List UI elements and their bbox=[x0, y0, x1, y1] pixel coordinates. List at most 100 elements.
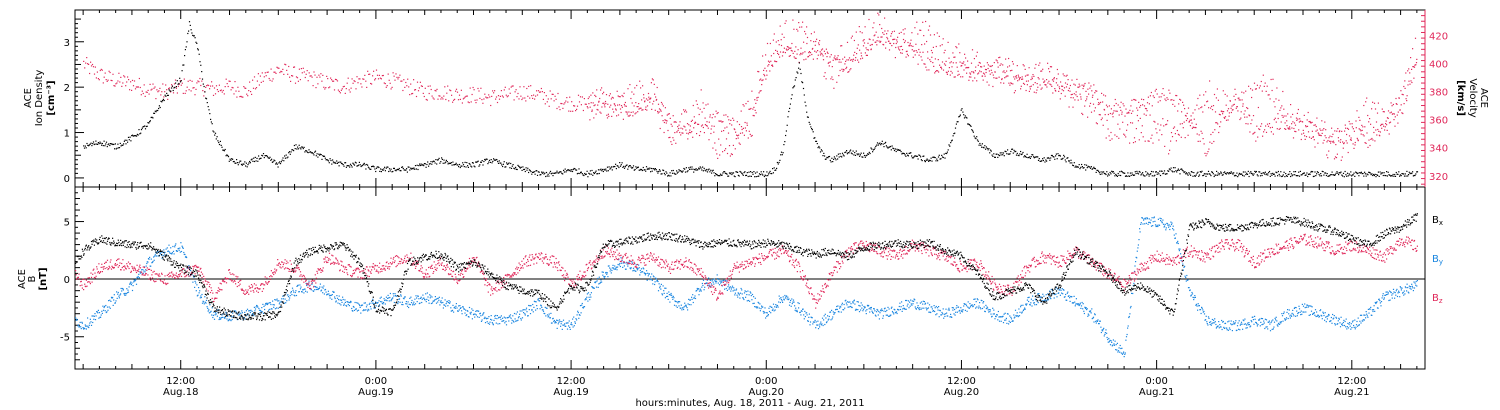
density-point bbox=[371, 165, 373, 167]
velocity-point bbox=[834, 55, 836, 57]
velocity-point bbox=[1275, 98, 1277, 100]
density-point bbox=[287, 156, 289, 158]
density-point bbox=[1103, 172, 1105, 175]
density-point bbox=[1090, 166, 1092, 168]
velocity-point bbox=[201, 80, 203, 82]
velocity-point bbox=[809, 54, 811, 56]
velocity-point bbox=[932, 62, 934, 64]
velocity-point bbox=[884, 17, 886, 19]
density-point bbox=[1142, 174, 1144, 176]
density-point bbox=[885, 145, 887, 147]
density-point bbox=[195, 41, 197, 43]
density-point bbox=[901, 153, 903, 155]
velocity-point bbox=[1216, 88, 1218, 90]
by-point bbox=[228, 318, 230, 320]
density-point bbox=[525, 167, 527, 169]
by-point bbox=[438, 296, 440, 298]
density-point bbox=[684, 171, 687, 173]
density-point bbox=[300, 148, 302, 150]
density-point bbox=[116, 147, 118, 149]
velocity-point bbox=[1268, 123, 1271, 125]
velocity-point bbox=[872, 27, 874, 29]
velocity-point bbox=[1306, 125, 1309, 127]
density-point bbox=[1386, 175, 1388, 177]
velocity-point bbox=[917, 63, 919, 65]
velocity-point bbox=[325, 87, 327, 89]
density-point bbox=[123, 140, 125, 142]
by-point bbox=[398, 298, 401, 300]
by-point bbox=[439, 301, 442, 303]
velocity-point bbox=[1062, 73, 1064, 75]
density-point bbox=[1383, 172, 1385, 174]
velocity-point bbox=[120, 76, 122, 78]
by-point bbox=[340, 299, 343, 301]
velocity-point bbox=[1308, 121, 1310, 123]
density-point bbox=[968, 124, 970, 126]
density-point bbox=[1134, 171, 1136, 173]
velocity-point bbox=[522, 97, 524, 99]
density-point bbox=[317, 156, 319, 158]
density-point bbox=[571, 169, 573, 171]
density-point bbox=[1415, 173, 1417, 175]
density-point bbox=[432, 161, 434, 163]
by-point bbox=[84, 324, 86, 326]
density-point bbox=[584, 173, 587, 176]
by-point bbox=[391, 298, 393, 300]
density-point bbox=[758, 173, 761, 175]
velocity-point bbox=[1334, 156, 1337, 158]
velocity-point bbox=[1068, 87, 1070, 89]
by-point bbox=[200, 296, 202, 299]
velocity-point bbox=[791, 42, 793, 45]
density-point bbox=[192, 35, 195, 37]
density-point bbox=[1243, 175, 1245, 177]
velocity-point bbox=[390, 88, 392, 90]
velocity-point bbox=[131, 79, 134, 81]
by-point bbox=[132, 285, 134, 287]
density-point bbox=[698, 167, 700, 169]
by-point bbox=[118, 297, 120, 299]
density-point bbox=[1302, 173, 1304, 175]
velocity-point bbox=[915, 43, 917, 45]
density-point bbox=[188, 30, 190, 32]
density-point bbox=[202, 83, 204, 85]
density-point bbox=[431, 163, 433, 165]
velocity-point bbox=[775, 41, 777, 43]
density-point bbox=[1015, 150, 1017, 152]
velocity-point bbox=[189, 79, 191, 81]
density-point bbox=[1410, 172, 1412, 174]
density-point bbox=[583, 174, 585, 177]
velocity-point bbox=[179, 80, 181, 82]
velocity-point bbox=[744, 127, 746, 129]
density-point bbox=[1004, 150, 1006, 152]
density-point bbox=[325, 159, 327, 161]
velocity-point bbox=[1250, 88, 1252, 90]
density-point bbox=[910, 152, 912, 154]
velocity-point bbox=[1102, 124, 1104, 126]
by-point bbox=[137, 277, 139, 279]
density-point bbox=[795, 77, 797, 79]
by-point bbox=[401, 303, 403, 306]
velocity-point bbox=[857, 59, 859, 61]
time-axis-ticks: 12:00Aug.180:00Aug.1912:00Aug.190:00Aug.… bbox=[82, 10, 1418, 398]
density-point bbox=[1019, 153, 1021, 155]
by-point bbox=[81, 322, 83, 324]
velocity-point bbox=[1091, 96, 1094, 98]
density-point bbox=[909, 152, 911, 154]
density-point bbox=[479, 164, 481, 166]
density-point bbox=[1229, 172, 1231, 174]
by-point bbox=[268, 302, 270, 304]
density-point bbox=[649, 167, 651, 169]
by-point bbox=[200, 295, 202, 297]
velocity-point bbox=[641, 99, 643, 101]
velocity-point bbox=[839, 59, 841, 61]
by-point bbox=[154, 255, 156, 257]
velocity-point bbox=[863, 39, 865, 41]
velocity-point bbox=[1024, 75, 1027, 77]
velocity-point bbox=[670, 141, 672, 143]
velocity-point bbox=[627, 115, 629, 117]
velocity-point bbox=[804, 51, 806, 53]
velocity-point bbox=[711, 117, 713, 119]
density-point bbox=[1103, 171, 1105, 173]
velocity-point bbox=[1198, 134, 1200, 136]
density-point bbox=[1173, 171, 1175, 173]
